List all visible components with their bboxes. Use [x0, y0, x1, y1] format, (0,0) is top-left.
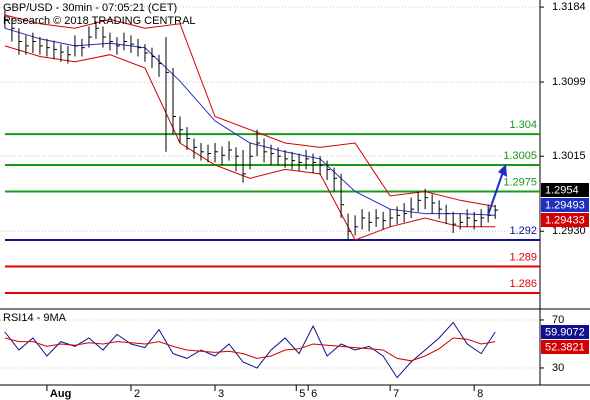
forecast-arrowhead	[498, 164, 507, 177]
price-box	[541, 198, 589, 212]
rsi-title: RSI14 - 9MA	[3, 312, 67, 324]
y-tick-label: 1.3184	[552, 1, 586, 13]
x-tick-label: 2	[134, 388, 140, 400]
price-box-label: 1.29433	[545, 214, 585, 226]
level-label: 1.304	[509, 119, 537, 131]
x-tick-label: 8	[477, 388, 483, 400]
price-box	[541, 340, 589, 354]
chart-subtitle: Research © 2018 TRADING CENTRAL	[3, 15, 196, 27]
y-tick-label: 70	[552, 314, 564, 326]
indicator-line	[4, 14, 496, 207]
x-tick-label: 6	[311, 388, 317, 400]
price-box	[541, 325, 589, 339]
level-label: 1.3005	[503, 150, 537, 162]
price-box-label: 59.9072	[545, 326, 585, 338]
chart-title: GBP/USD - 30min - 07:05:21 (CET)	[3, 2, 177, 14]
price-box-label: 52.3821	[545, 341, 585, 353]
level-label: 1.286	[509, 278, 537, 290]
x-tick-label: 5	[299, 388, 305, 400]
y-tick-label: 30	[552, 362, 564, 374]
price-box	[541, 183, 589, 197]
y-tick-label: 1.3099	[552, 76, 586, 88]
price-box-label: 1.2954	[545, 184, 579, 196]
forecast-arrow	[487, 171, 504, 216]
x-tick-label: 3	[218, 388, 224, 400]
x-tick-label: 7	[393, 388, 399, 400]
indicator-line	[4, 337, 496, 362]
level-label: 1.2975	[503, 176, 537, 188]
indicator-line	[4, 45, 496, 241]
y-tick-label: 1.3015	[552, 150, 586, 162]
y-tick-label: 1.2930	[552, 225, 586, 237]
price-box	[541, 213, 589, 227]
level-label: 1.292	[509, 225, 537, 237]
x-tick-label: Aug	[50, 388, 71, 400]
price-box-label: 1.29493	[545, 199, 585, 211]
level-label: 1.289	[509, 251, 537, 263]
